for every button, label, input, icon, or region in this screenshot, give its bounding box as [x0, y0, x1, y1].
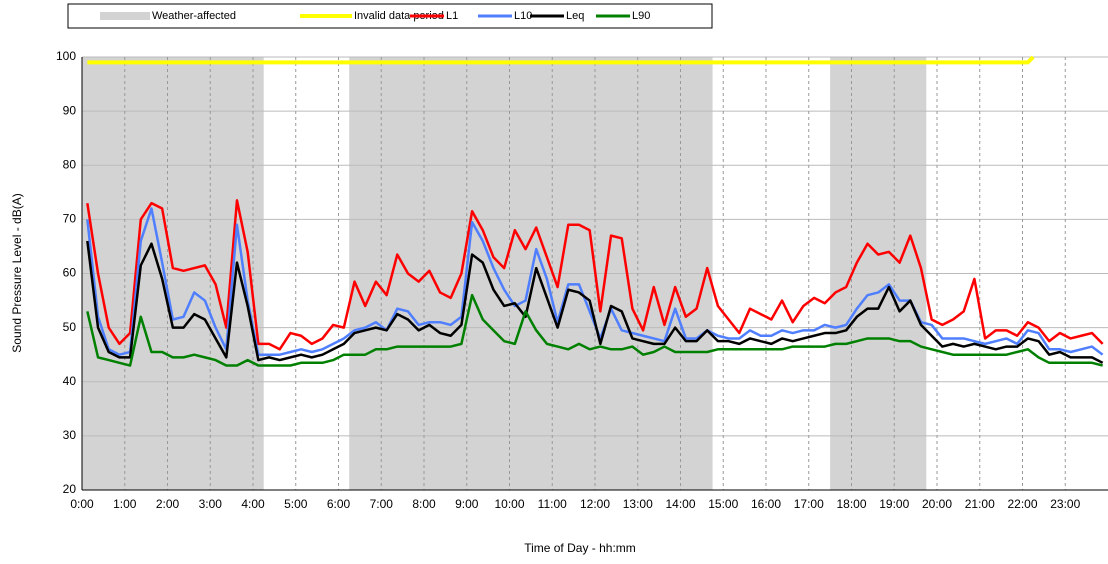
y-tick-label: 100	[56, 49, 76, 63]
x-tick-label: 14:00	[665, 497, 695, 511]
legend-label: L90	[632, 10, 650, 22]
x-axis-title: Time of Day - hh:mm	[524, 541, 636, 555]
x-tick-label: 5:00	[284, 497, 308, 511]
series-line	[86, 293, 1103, 367]
y-tick-label: 40	[63, 374, 77, 388]
legend-label: Invalid data period	[354, 10, 444, 22]
x-tick-label: 3:00	[199, 497, 223, 511]
x-tick-label: 19:00	[879, 497, 909, 511]
legend-swatch	[100, 12, 150, 20]
x-tick-label: 7:00	[370, 497, 394, 511]
y-tick-label: 60	[63, 266, 77, 280]
x-tick-label: 8:00	[412, 497, 436, 511]
x-tick-label: 9:00	[455, 497, 479, 511]
x-tick-label: 15:00	[708, 497, 738, 511]
x-tick-label: 2:00	[156, 497, 180, 511]
y-tick-label: 70	[63, 212, 77, 226]
x-tick-label: 21:00	[965, 497, 995, 511]
x-tick-label: 12:00	[580, 497, 610, 511]
y-axis-title: Sound Pressure Level - dB(A)	[10, 193, 24, 352]
x-tick-label: 13:00	[623, 497, 653, 511]
x-tick-label: 18:00	[836, 497, 866, 511]
legend-label: Leq	[566, 10, 584, 22]
x-tick-label: 4:00	[241, 497, 265, 511]
series-line	[86, 199, 1104, 351]
legend-label: L1	[446, 10, 458, 22]
x-tick-label: 6:00	[327, 497, 351, 511]
x-tick-label: 10:00	[494, 497, 524, 511]
x-tick-label: 1:00	[113, 497, 137, 511]
y-tick-label: 20	[63, 482, 77, 496]
x-tick-label: 20:00	[922, 497, 952, 511]
legend: Weather-affected Invalid data period L1 L10…	[100, 10, 650, 22]
y-tick-label: 90	[63, 103, 77, 117]
x-tick-label: 0:00	[70, 497, 94, 511]
invalid-line	[87, 55, 1035, 65]
y-tick-label: 50	[63, 320, 77, 334]
x-tick-label: 11:00	[538, 497, 567, 511]
x-tick-label: 16:00	[751, 497, 781, 511]
y-tick-label: 80	[63, 157, 77, 171]
series-line	[86, 240, 1104, 364]
legend-label: L10	[514, 10, 532, 22]
x-tick-label: 23:00	[1050, 497, 1080, 511]
y-tick-label: 30	[63, 428, 77, 442]
x-tick-label: 22:00	[1007, 497, 1037, 511]
legend-label: Weather-affected	[152, 10, 236, 22]
x-tick-label: 17:00	[794, 497, 824, 511]
